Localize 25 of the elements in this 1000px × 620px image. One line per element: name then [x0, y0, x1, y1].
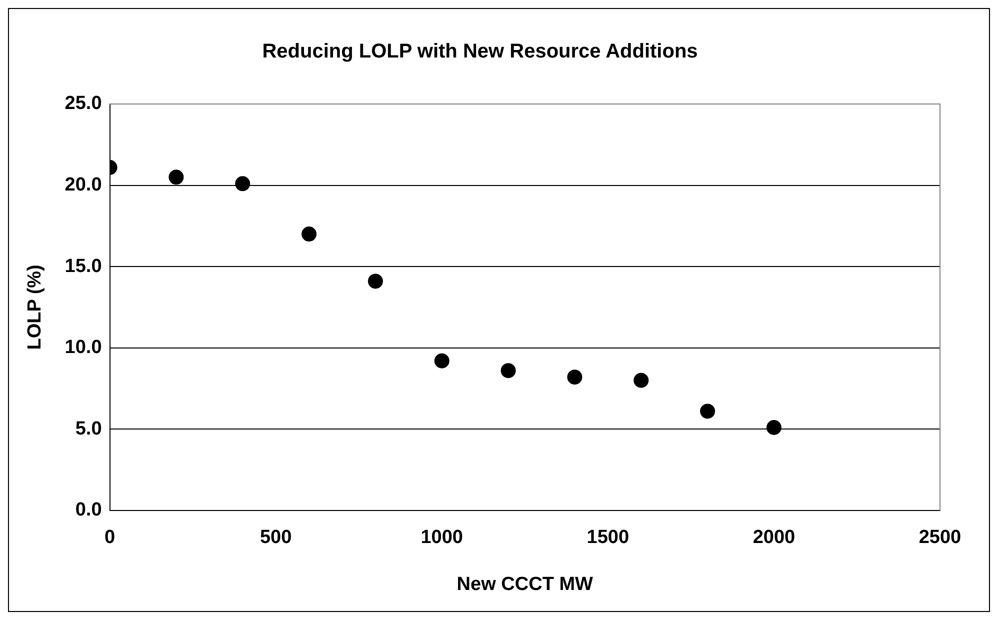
chart-title: Reducing LOLP with New Resource Additions	[262, 40, 698, 63]
point	[567, 370, 582, 385]
y-tick-label: 10.0	[64, 337, 102, 358]
point	[500, 363, 516, 378]
point	[634, 372, 649, 388]
point	[766, 420, 782, 435]
point	[302, 226, 317, 242]
x-tick-label: 2500	[918, 527, 962, 548]
point	[168, 170, 184, 185]
x-tick-label: 2000	[752, 527, 796, 548]
y-tick-label: 15.0	[64, 256, 102, 277]
x-axis-title: New CCCT MW	[456, 574, 594, 595]
point	[700, 404, 716, 419]
y-axis-title: LOLP (%)	[24, 264, 46, 350]
y-tick-label: 20.0	[64, 174, 102, 196]
point	[235, 176, 250, 192]
y-tick-label: 0.0	[75, 500, 102, 521]
x-tick-label: 1500	[586, 527, 630, 548]
y-tick-label: 5.0	[75, 418, 102, 440]
x-tick-label: 0	[104, 527, 116, 548]
point	[368, 274, 383, 289]
y-tick-label: 25.0	[64, 93, 102, 114]
x-tick-label: 500	[260, 527, 292, 548]
x-tick-label: 1000	[420, 527, 464, 548]
point	[434, 353, 450, 368]
